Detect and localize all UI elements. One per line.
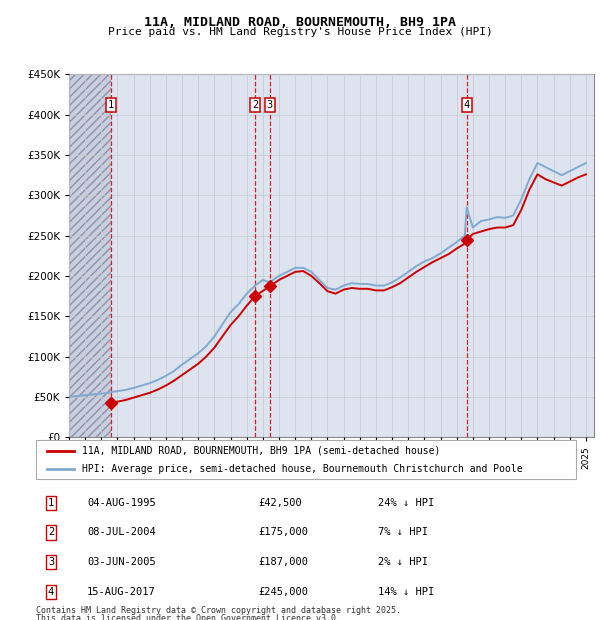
Text: £245,000: £245,000 (258, 587, 308, 597)
Text: 08-JUL-2004: 08-JUL-2004 (87, 528, 156, 538)
Text: 2: 2 (48, 528, 54, 538)
Text: 4: 4 (48, 587, 54, 597)
Text: 11A, MIDLAND ROAD, BOURNEMOUTH, BH9 1PA (semi-detached house): 11A, MIDLAND ROAD, BOURNEMOUTH, BH9 1PA … (82, 446, 440, 456)
Text: 03-JUN-2005: 03-JUN-2005 (87, 557, 156, 567)
Text: 2% ↓ HPI: 2% ↓ HPI (378, 557, 428, 567)
Text: 14% ↓ HPI: 14% ↓ HPI (378, 587, 434, 597)
Text: 11A, MIDLAND ROAD, BOURNEMOUTH, BH9 1PA: 11A, MIDLAND ROAD, BOURNEMOUTH, BH9 1PA (144, 16, 456, 29)
Text: 4: 4 (464, 100, 470, 110)
Text: This data is licensed under the Open Government Licence v3.0.: This data is licensed under the Open Gov… (36, 614, 341, 620)
Text: 7% ↓ HPI: 7% ↓ HPI (378, 528, 428, 538)
Text: £187,000: £187,000 (258, 557, 308, 567)
Text: 04-AUG-1995: 04-AUG-1995 (87, 498, 156, 508)
Text: 2: 2 (252, 100, 258, 110)
Text: Contains HM Land Registry data © Crown copyright and database right 2025.: Contains HM Land Registry data © Crown c… (36, 606, 401, 616)
Bar (69, 74, 110, 437)
Text: 1: 1 (48, 498, 54, 508)
Text: £42,500: £42,500 (258, 498, 302, 508)
Text: 24% ↓ HPI: 24% ↓ HPI (378, 498, 434, 508)
Text: 3: 3 (266, 100, 273, 110)
Text: £175,000: £175,000 (258, 528, 308, 538)
FancyBboxPatch shape (36, 440, 576, 479)
Text: HPI: Average price, semi-detached house, Bournemouth Christchurch and Poole: HPI: Average price, semi-detached house,… (82, 464, 523, 474)
Text: 15-AUG-2017: 15-AUG-2017 (87, 587, 156, 597)
Text: 3: 3 (48, 557, 54, 567)
Text: Price paid vs. HM Land Registry's House Price Index (HPI): Price paid vs. HM Land Registry's House … (107, 27, 493, 37)
Text: 1: 1 (107, 100, 114, 110)
